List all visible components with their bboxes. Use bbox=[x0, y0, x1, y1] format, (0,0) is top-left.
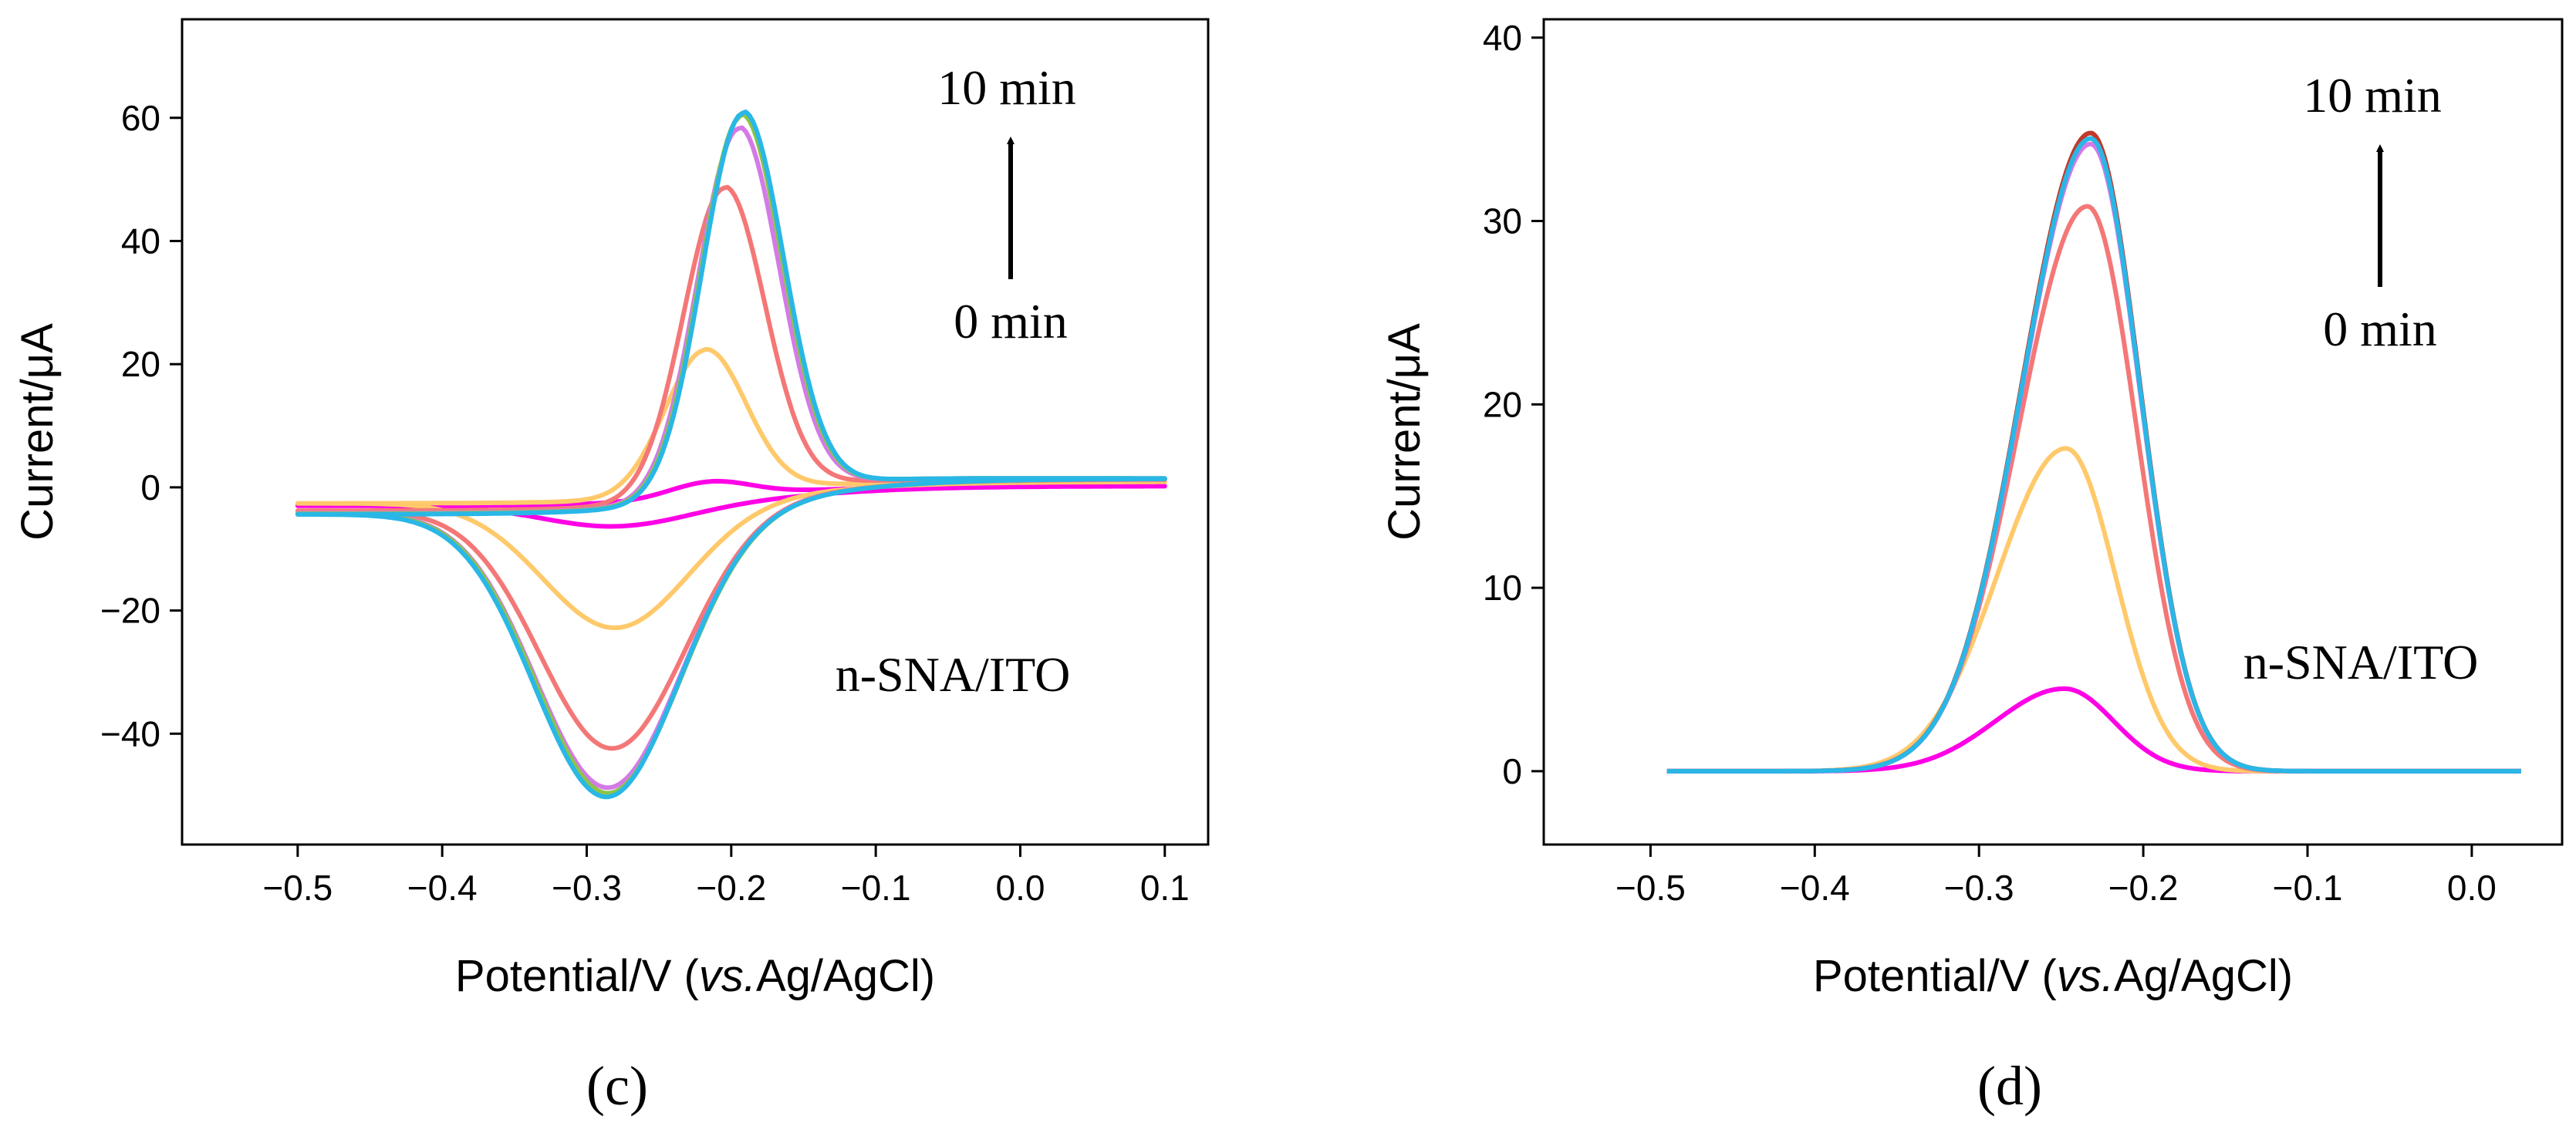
panel-d-annotation-0min: 0 min bbox=[2323, 302, 2437, 356]
panel-d-caption: (d) bbox=[1977, 1055, 2042, 1117]
y-tick-label: 30 bbox=[1483, 201, 1522, 241]
panel-c-electrode-label: n-SNA/ITO bbox=[836, 647, 1071, 702]
panel-c-plot-frame bbox=[181, 18, 1210, 846]
dpv-curve-10-min bbox=[1666, 136, 2521, 774]
panel-c-y-axis: −40 −20 0 20 40 60 bbox=[100, 98, 182, 754]
x-tick-label: −0.1 bbox=[841, 868, 911, 908]
cv-curve-0-min bbox=[295, 478, 1167, 529]
panel-d-y-axis-title: Current/μA bbox=[1379, 323, 1430, 541]
dpv-curve-2-min bbox=[1666, 446, 2521, 774]
x-tick-label: −0.4 bbox=[407, 868, 478, 908]
cv-curve-10-min bbox=[295, 110, 1167, 800]
x-tick-label: −0.1 bbox=[2273, 868, 2343, 908]
x-tick-label: 0.1 bbox=[1140, 868, 1190, 908]
y-tick-label: 40 bbox=[1483, 18, 1522, 58]
y-tick-label: 60 bbox=[121, 98, 160, 138]
panel-d-chart: −0.5 −0.4 −0.3 −0.2 −0.1 0.0 0 10 20 30 40 Potent… bbox=[1379, 18, 2564, 1117]
panel-d-plot-frame bbox=[1542, 18, 2564, 846]
panel-d-annotation-10min: 10 min bbox=[2303, 68, 2442, 123]
x-tick-label: −0.5 bbox=[1615, 868, 1686, 908]
panel-c-series-group bbox=[295, 110, 1167, 800]
panel-d-x-axis-title: Potential/V (vs.Ag/AgCl) bbox=[1813, 951, 2293, 1001]
y-tick-label: 40 bbox=[121, 221, 160, 261]
y-tick-label: −40 bbox=[100, 713, 160, 754]
panel-d-y-axis: 0 10 20 30 40 bbox=[1483, 18, 1544, 791]
dpv-curve-0-min bbox=[1666, 686, 2521, 774]
y-tick-label: 20 bbox=[1483, 384, 1522, 424]
y-tick-label: 20 bbox=[121, 344, 160, 384]
panel-d-electrode-label: n-SNA/ITO bbox=[2243, 635, 2479, 690]
panel-c-annotation-0min: 0 min bbox=[954, 294, 1068, 349]
x-tick-label: −0.2 bbox=[696, 868, 766, 908]
panel-c-x-axis: −0.5 −0.4 −0.3 −0.2 −0.1 0.0 0.1 bbox=[262, 845, 1190, 908]
y-tick-label: 0 bbox=[1502, 751, 1522, 791]
panel-d-series-group bbox=[1666, 130, 2521, 774]
panel-c-chart: −0.5 −0.4 −0.3 −0.2 −0.1 0.0 0.1 −40 −20 0 20 40 60… bbox=[12, 18, 1210, 1117]
panel-c-y-axis-title: Current/μA bbox=[12, 323, 62, 541]
x-tick-label: −0.4 bbox=[1780, 868, 1850, 908]
x-tick-label: 0.0 bbox=[996, 868, 1045, 908]
panel-c-annotation-10min: 10 min bbox=[937, 60, 1076, 115]
x-tick-label: −0.5 bbox=[262, 868, 333, 908]
panel-c-caption: (c) bbox=[586, 1055, 648, 1117]
panel-c-x-axis-title: Potential/V (vs.Ag/AgCl) bbox=[455, 951, 935, 1001]
x-tick-label: −0.3 bbox=[552, 868, 622, 908]
x-tick-label: −0.2 bbox=[2108, 868, 2179, 908]
y-tick-label: 0 bbox=[140, 467, 160, 507]
x-tick-label: −0.3 bbox=[1944, 868, 2014, 908]
y-tick-label: 10 bbox=[1483, 568, 1522, 608]
y-tick-label: −20 bbox=[100, 591, 160, 631]
x-tick-label: 0.0 bbox=[2447, 868, 2497, 908]
panel-d-x-axis: −0.5 −0.4 −0.3 −0.2 −0.1 0.0 bbox=[1615, 845, 2497, 908]
